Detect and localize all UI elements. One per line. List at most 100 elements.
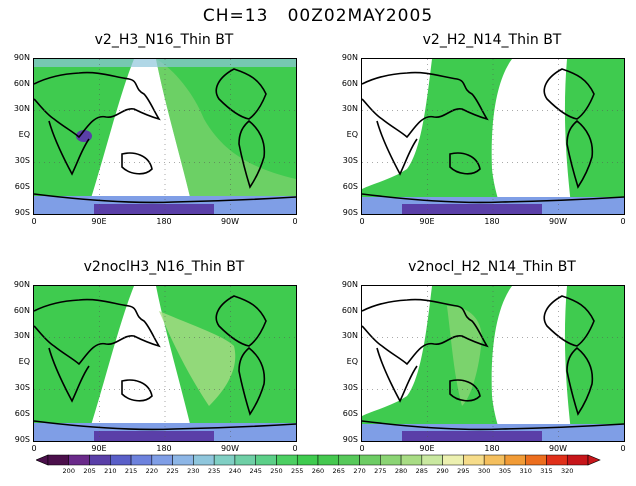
colorbar-swatch bbox=[234, 454, 256, 466]
swath-field-light bbox=[156, 59, 296, 214]
grid-dots bbox=[362, 286, 624, 441]
colorbar-swatch bbox=[255, 454, 277, 466]
lon-tick: 180 bbox=[156, 444, 172, 453]
lon-tick: 180 bbox=[484, 217, 500, 226]
colorbar-tick-label: 305 bbox=[498, 467, 512, 475]
swath-field bbox=[34, 286, 134, 441]
coastlines bbox=[362, 68, 624, 204]
map-panel-3 bbox=[33, 285, 297, 442]
map-panel-4 bbox=[361, 285, 625, 442]
swath-field bbox=[564, 59, 624, 214]
lat-tick: 90N bbox=[341, 53, 358, 62]
colorbar-tick-label: 255 bbox=[291, 467, 304, 475]
lon-tick: 90E bbox=[419, 217, 435, 226]
colorbar-swatch bbox=[172, 454, 194, 466]
colorbar-tick-label: 300 bbox=[477, 467, 491, 475]
lon-tick: 0 bbox=[620, 217, 626, 226]
map-panel-1 bbox=[33, 58, 297, 215]
colorbar-tick-label: 245 bbox=[249, 467, 262, 475]
colorbar-tick-label: 220 bbox=[145, 467, 159, 475]
colorbar-swatch bbox=[276, 454, 298, 466]
map-4-svg bbox=[362, 286, 624, 441]
panel-title-3: v2noclH3_N16_Thin BT bbox=[83, 259, 245, 275]
grid-dots bbox=[34, 59, 296, 214]
lon-tick: 0 bbox=[359, 444, 365, 453]
colorbar-tick-label: 200 bbox=[62, 467, 75, 475]
lon-tick: 0 bbox=[620, 444, 626, 453]
lat-tick: 90S bbox=[342, 208, 358, 217]
colorbar-tick-label: 210 bbox=[104, 467, 117, 475]
cold-spot bbox=[76, 130, 92, 142]
colorbar-swatch bbox=[151, 454, 173, 466]
grid-dots bbox=[34, 286, 296, 441]
north-band bbox=[34, 59, 296, 67]
swath-field-light bbox=[447, 306, 482, 406]
polar-band bbox=[402, 431, 542, 441]
colorbar-tick-label: 205 bbox=[83, 467, 96, 475]
lat-tick: 60N bbox=[341, 79, 358, 88]
colorbar-swatch bbox=[130, 454, 153, 466]
colorbar-swatch bbox=[566, 454, 589, 466]
lat-tick: 30S bbox=[14, 383, 30, 392]
lat-tick: EQ bbox=[346, 357, 358, 366]
colorbar-tick-label: 225 bbox=[166, 467, 179, 475]
colorbar-tick-label: 295 bbox=[457, 467, 470, 475]
lon-tick: 0 bbox=[359, 217, 365, 226]
swath-field-light bbox=[159, 311, 236, 406]
colorbar-tick-label: 260 bbox=[311, 467, 325, 475]
colorbar-tick-label: 320 bbox=[561, 467, 574, 475]
colorbar-tick-label: 310 bbox=[519, 467, 532, 475]
colorbar-swatch bbox=[68, 454, 90, 466]
lat-tick: 30N bbox=[13, 104, 30, 113]
map-2-svg bbox=[362, 59, 624, 214]
lon-tick: 180 bbox=[484, 444, 500, 453]
lon-tick: 0 bbox=[292, 444, 298, 453]
page-title: CH=13 00Z02MAY2005 bbox=[202, 6, 434, 26]
colorbar-tick-label: 230 bbox=[187, 467, 200, 475]
colorbar-tick-label: 275 bbox=[374, 467, 387, 475]
colorbar-swatch bbox=[525, 454, 547, 466]
colorbar-tick-label: 280 bbox=[394, 467, 408, 475]
colorbar-swatch bbox=[359, 454, 381, 466]
lat-tick: 60S bbox=[14, 409, 30, 418]
colorbar bbox=[36, 454, 601, 466]
lat-tick: 90S bbox=[14, 208, 30, 217]
coastlines bbox=[34, 295, 296, 431]
colorbar-tick-label: 285 bbox=[415, 467, 429, 475]
colorbar-swatch bbox=[421, 454, 443, 466]
lat-tick: EQ bbox=[18, 357, 30, 366]
colorbar-swatch bbox=[442, 454, 464, 466]
polar-band bbox=[402, 204, 542, 214]
lon-tick: 0 bbox=[31, 217, 37, 226]
polar-band bbox=[94, 431, 214, 441]
polar-band bbox=[94, 204, 214, 214]
lat-tick: 30S bbox=[342, 383, 358, 392]
colorbar-swatch bbox=[110, 454, 132, 466]
colorbar-swatch bbox=[338, 454, 360, 466]
lon-tick: 90W bbox=[220, 444, 240, 453]
coastlines bbox=[362, 295, 624, 431]
map-panel-2 bbox=[361, 58, 625, 215]
colorbar-tick-label: 235 bbox=[207, 467, 221, 475]
grid-dots bbox=[362, 59, 624, 214]
lat-tick: 60N bbox=[13, 306, 30, 315]
map-3-svg bbox=[34, 286, 296, 441]
lon-tick: 90W bbox=[548, 217, 568, 226]
lat-tick: 90S bbox=[14, 435, 30, 444]
lat-tick: 60N bbox=[341, 306, 358, 315]
lat-tick: 90S bbox=[342, 435, 358, 444]
lon-tick: 180 bbox=[156, 217, 172, 226]
panel-title-4: v2nocl_H2_N14_Thin BT bbox=[408, 259, 576, 275]
panel-title-1: v2_H3_N16_Thin BT bbox=[94, 32, 234, 48]
coastlines bbox=[34, 68, 296, 204]
lat-tick: 90N bbox=[341, 280, 358, 289]
lon-tick: 0 bbox=[31, 444, 37, 453]
colorbar-swatch bbox=[213, 454, 236, 466]
colorbar-tick-label: 265 bbox=[332, 467, 345, 475]
colorbar-swatch bbox=[193, 454, 215, 466]
colorbar-tick-label: 315 bbox=[540, 467, 553, 475]
colorbar-tick-label: 290 bbox=[436, 467, 449, 475]
lon-tick: 90E bbox=[91, 444, 107, 453]
colorbar-swatch bbox=[296, 454, 319, 466]
lat-tick: EQ bbox=[18, 130, 30, 139]
